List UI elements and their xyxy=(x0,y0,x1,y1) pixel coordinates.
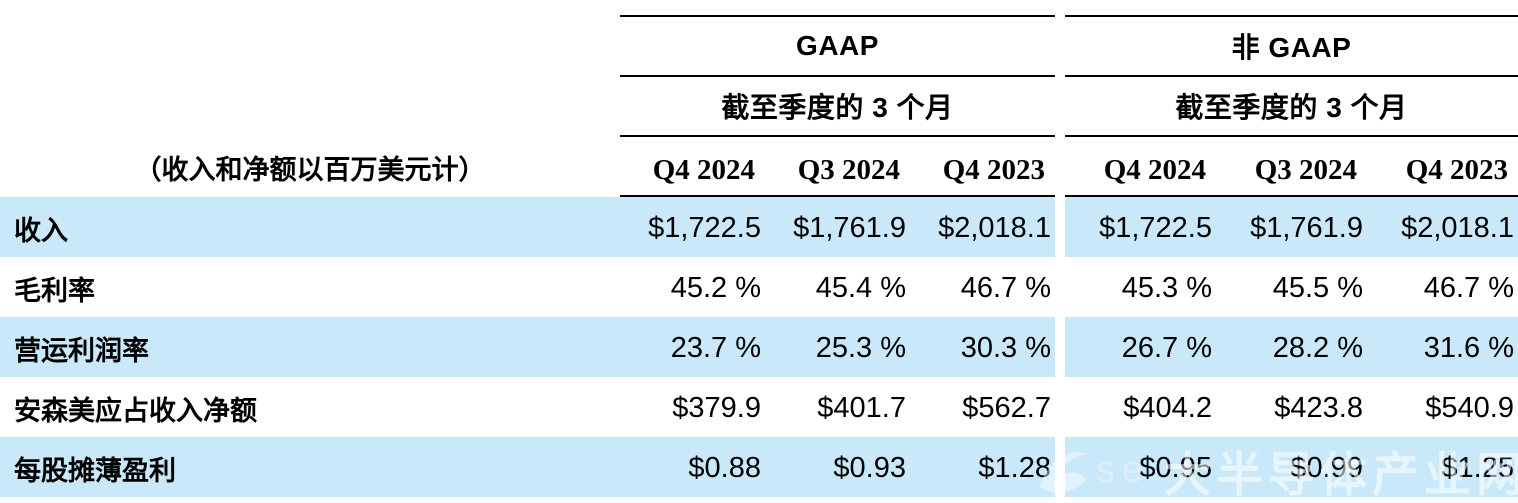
value-cell: $401.7 xyxy=(817,392,906,424)
gaap-values: $0.88 $0.93 $1.28 xyxy=(620,437,1055,497)
group-gutter xyxy=(1055,197,1065,257)
value-cell: $379.9 xyxy=(672,392,761,424)
value-cell: 31.6 % xyxy=(1423,332,1514,364)
top-margin xyxy=(0,0,1518,15)
column-header: Q4 2023 xyxy=(1405,154,1508,186)
value-cell: 45.4 % xyxy=(815,272,906,304)
bottom-margin xyxy=(0,497,1518,503)
non-gaap-period-label: 截至季度的 3 个月 xyxy=(1065,75,1518,135)
value-cell: 23.7 % xyxy=(670,332,761,364)
empty-corner xyxy=(0,75,620,135)
value-cell: 28.2 % xyxy=(1272,332,1363,364)
period-band: 截至季度的 3 个月 截至季度的 3 个月 xyxy=(0,75,1518,135)
non-gaap-values: $1,722.5 $1,761.9 $2,018.1 xyxy=(1065,197,1518,257)
value-cell: 26.7 % xyxy=(1121,332,1212,364)
value-cell: 45.5 % xyxy=(1272,272,1363,304)
non-gaap-group-title: 非 GAAP xyxy=(1065,15,1518,75)
gaap-group-title: GAAP xyxy=(620,15,1055,75)
value-cell: 45.2 % xyxy=(670,272,761,304)
value-cell: $0.99 xyxy=(1290,452,1363,484)
value-cell: $0.95 xyxy=(1139,452,1212,484)
unit-note: （收入和净额以百万美元计） xyxy=(134,155,486,185)
non-gaap-values: 45.3 % 45.5 % 46.7 % xyxy=(1065,257,1518,317)
group-gutter xyxy=(1055,437,1065,497)
gaap-values: 23.7 % 25.3 % 30.3 % xyxy=(620,317,1055,377)
value-cell: $1.28 xyxy=(978,452,1051,484)
gaap-column-headers: Q4 2024 Q3 2024 Q4 2023 xyxy=(620,135,1055,197)
column-header: Q4 2024 xyxy=(652,154,755,186)
value-cell: $2,018.1 xyxy=(938,212,1051,244)
group-gutter xyxy=(1055,75,1065,135)
table-row-net-income: 安森美应占收入净额 $379.9 $401.7 $562.7 $404.2 $4… xyxy=(0,377,1518,437)
value-cell: $0.93 xyxy=(833,452,906,484)
empty-corner xyxy=(0,15,620,75)
value-cell: 25.3 % xyxy=(815,332,906,364)
value-cell: $2,018.1 xyxy=(1401,212,1514,244)
column-header: Q3 2024 xyxy=(1254,154,1357,186)
row-label: 安森美应占收入净额 xyxy=(14,395,257,426)
group-title-band: GAAP 非 GAAP xyxy=(0,15,1518,75)
group-gutter xyxy=(1055,257,1065,317)
group-gutter xyxy=(1055,317,1065,377)
non-gaap-values: $0.95 $0.99 $1.25 xyxy=(1065,437,1518,497)
value-cell: $562.7 xyxy=(962,392,1051,424)
column-header: Q3 2024 xyxy=(797,154,900,186)
value-cell: $404.2 xyxy=(1123,392,1212,424)
value-cell: 30.3 % xyxy=(960,332,1051,364)
row-label: 营运利润率 xyxy=(0,317,620,377)
group-gutter xyxy=(1055,15,1065,75)
gaap-values: 45.2 % 45.4 % 46.7 % xyxy=(620,257,1055,317)
value-cell: $1,722.5 xyxy=(648,212,761,244)
non-gaap-values: $404.2 $423.8 $540.9 xyxy=(1065,377,1518,437)
column-header-band: （收入和净额以百万美元计） Q4 2024 Q3 2024 Q4 2023 Q4… xyxy=(0,135,1518,197)
value-cell: $1,761.9 xyxy=(1250,212,1363,244)
value-cell: $1,722.5 xyxy=(1099,212,1212,244)
value-cell: $540.9 xyxy=(1425,392,1514,424)
group-gutter xyxy=(1055,135,1065,197)
table-row-gross-margin: 毛利率 45.2 % 45.4 % 46.7 % 45.3 % 45.5 % 4… xyxy=(0,257,1518,317)
table-row-operating-margin: 营运利润率 23.7 % 25.3 % 30.3 % 26.7 % 28.2 %… xyxy=(0,317,1518,377)
non-gaap-values: 26.7 % 28.2 % 31.6 % xyxy=(1065,317,1518,377)
value-cell: $0.88 xyxy=(688,452,761,484)
value-cell: 46.7 % xyxy=(1423,272,1514,304)
group-gutter xyxy=(1055,377,1065,437)
row-label: 收入 xyxy=(0,197,620,257)
row-label: 毛利率 xyxy=(14,275,95,306)
gaap-values: $379.9 $401.7 $562.7 xyxy=(620,377,1055,437)
gaap-period-label: 截至季度的 3 个月 xyxy=(620,75,1055,135)
value-cell: 46.7 % xyxy=(960,272,1051,304)
value-cell: 45.3 % xyxy=(1121,272,1212,304)
non-gaap-column-headers: Q4 2024 Q3 2024 Q4 2023 xyxy=(1065,135,1518,197)
gaap-values: $1,722.5 $1,761.9 $2,018.1 xyxy=(620,197,1055,257)
value-cell: $423.8 xyxy=(1274,392,1363,424)
table-row-diluted-eps: 每股摊薄盈利 $0.88 $0.93 $1.28 $0.95 $0.99 $1.… xyxy=(0,437,1518,497)
value-cell: $1.25 xyxy=(1441,452,1514,484)
column-header: Q4 2024 xyxy=(1103,154,1206,186)
value-cell: $1,761.9 xyxy=(793,212,906,244)
row-label: 每股摊薄盈利 xyxy=(0,437,620,497)
column-header: Q4 2023 xyxy=(942,154,1045,186)
table-row-revenue: 收入 $1,722.5 $1,761.9 $2,018.1 $1,722.5 $… xyxy=(0,197,1518,257)
